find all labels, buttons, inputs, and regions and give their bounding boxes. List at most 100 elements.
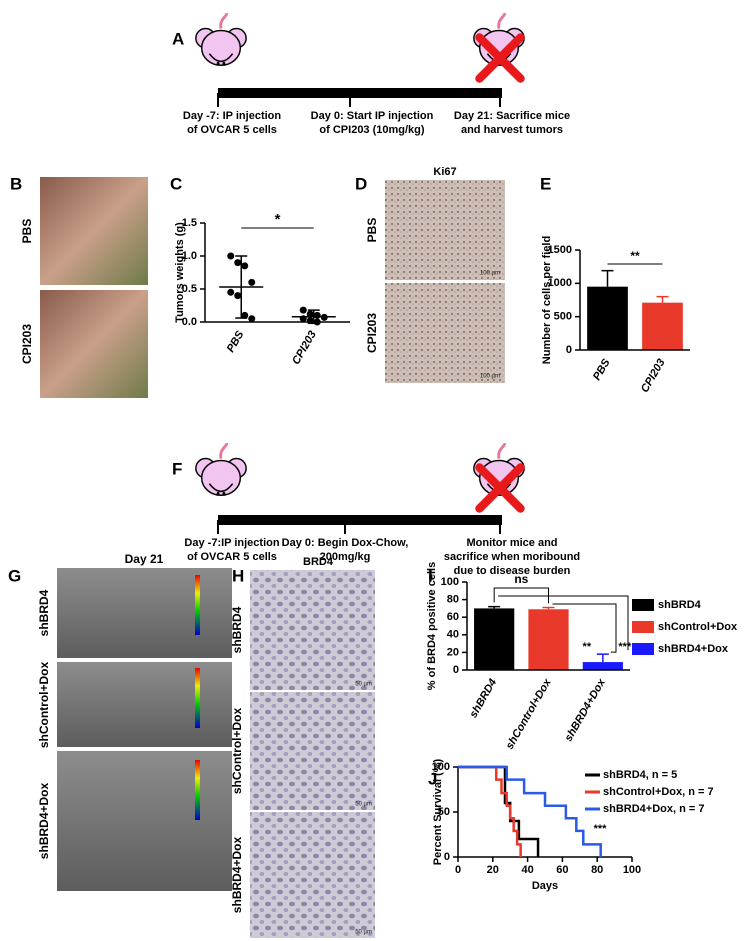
annotation: *** [594,823,608,835]
significance: * [275,211,281,228]
timeline-text: Day 0: Begin Dox-Chow, [282,537,409,549]
y-tick-label: 500 [554,311,572,323]
x-tick-label: 0 [455,864,461,876]
data-point [241,311,249,319]
photo [40,290,148,398]
photo [40,177,148,285]
x-tick-label: CPI203 [639,357,668,395]
timeline-text: and harvest tumors [461,124,563,136]
row-label: shBRD4+Dox [37,783,51,860]
panel-label: G [8,566,21,585]
x-tick-label: 80 [591,864,603,876]
scale-bar: 50 µm [355,682,372,688]
annotation: ns [514,572,528,586]
timeline-bar [218,515,502,525]
panel-label: F [172,459,182,478]
timeline-text: due to disease burden [454,565,571,577]
timeline-text: of OVCAR 5 cells [187,551,277,563]
data-point [306,310,314,318]
panel-label: D [355,174,367,193]
survival-curve [458,765,540,857]
x-tick-label: CPI203 [290,329,319,367]
mouse-icon [194,441,248,498]
panel-title: Ki67 [433,166,456,178]
row-label: CPI203 [20,324,34,364]
x-axis-label: Days [532,880,558,892]
x-tick-label: PBS [591,356,613,382]
x-tick-label: 20 [487,864,499,876]
bar [587,286,628,350]
bar [642,302,683,350]
panel-label: B [10,174,22,193]
x-tick-label: 100 [623,864,641,876]
scale-bar: 50 µm [355,802,372,808]
legend-swatch [632,599,654,611]
legend-swatch [632,643,654,655]
annotation: ** [583,641,592,653]
y-tick-label: 80 [447,594,459,606]
y-tick-label: 1.5 [182,217,197,229]
timeline-text: Day 21: Sacrifice mice [454,110,570,122]
photo [385,283,505,383]
legend-label: shBRD4 [658,599,702,611]
photo [57,662,232,747]
panel-label: H [232,566,244,585]
survival-curve [458,765,522,857]
row-label: shControl+Dox [230,708,244,795]
survival-curve [458,765,602,857]
x-tick-label: shControl+Dox [504,676,554,751]
scale-bar: 100 µm [480,374,500,380]
data-point [306,317,314,325]
legend-label: shControl+Dox [658,621,738,633]
y-axis-label: Number of cells per field [541,236,553,364]
y-tick-label: 100 [432,761,450,773]
photo [57,751,232,891]
row-label: CPI203 [365,313,379,353]
panel-label: I [428,566,433,585]
x-tick-label: shBRD4+Dox [563,676,609,743]
y-tick-label: 60 [447,611,459,623]
y-tick-label: 20 [447,646,459,658]
data-point [227,252,235,260]
bar [582,662,623,670]
data-point [234,292,242,300]
y-axis-label: Tumors weights (g) [174,222,186,323]
photo [250,812,375,938]
y-tick-label: 0.0 [182,316,197,328]
data-point [248,315,256,323]
row-label: shBRD4 [37,589,51,636]
legend-label: shBRD4+Dox, n = 7 [603,803,704,815]
row-label: shBRD4 [230,606,244,653]
y-tick-label: 1.0 [182,250,197,262]
timeline-text: 200mg/kg [320,551,371,563]
legend-label: shControl+Dox, n = 7 [603,786,714,798]
panel-label: J [428,769,437,788]
y-tick-label: 40 [447,629,459,641]
bracket [498,595,629,651]
panel-title: BRD4 [303,556,334,568]
y-tick-label: 100 [441,576,459,588]
x-tick-label: shBRD4 [467,677,499,720]
legend-label: shBRD4+Dox [658,643,729,655]
timeline-text: sacrifice when moribound [444,551,580,563]
panel-label: C [170,174,182,193]
annotation: *** [618,641,632,653]
photo [57,568,232,658]
row-label: shBRD4+Dox [230,837,244,914]
data-point [227,288,235,296]
photo [250,692,375,810]
y-axis-label: % of BRD4 positive cells [426,562,438,690]
timeline-text: Day 0: Start IP injection [311,110,434,122]
y-tick-label: 1500 [548,244,572,256]
photo [385,180,505,280]
y-tick-label: 0.5 [182,283,197,295]
timeline-text: Monitor mice and [466,537,557,549]
data-point [313,318,321,326]
scale-bar: 50 µm [355,930,372,936]
data-point [299,306,307,314]
y-tick-label: 50 [438,806,450,818]
y-tick-label: 1000 [548,277,572,289]
x-tick-label: 60 [556,864,568,876]
x-tick-label: PBS [225,328,247,354]
